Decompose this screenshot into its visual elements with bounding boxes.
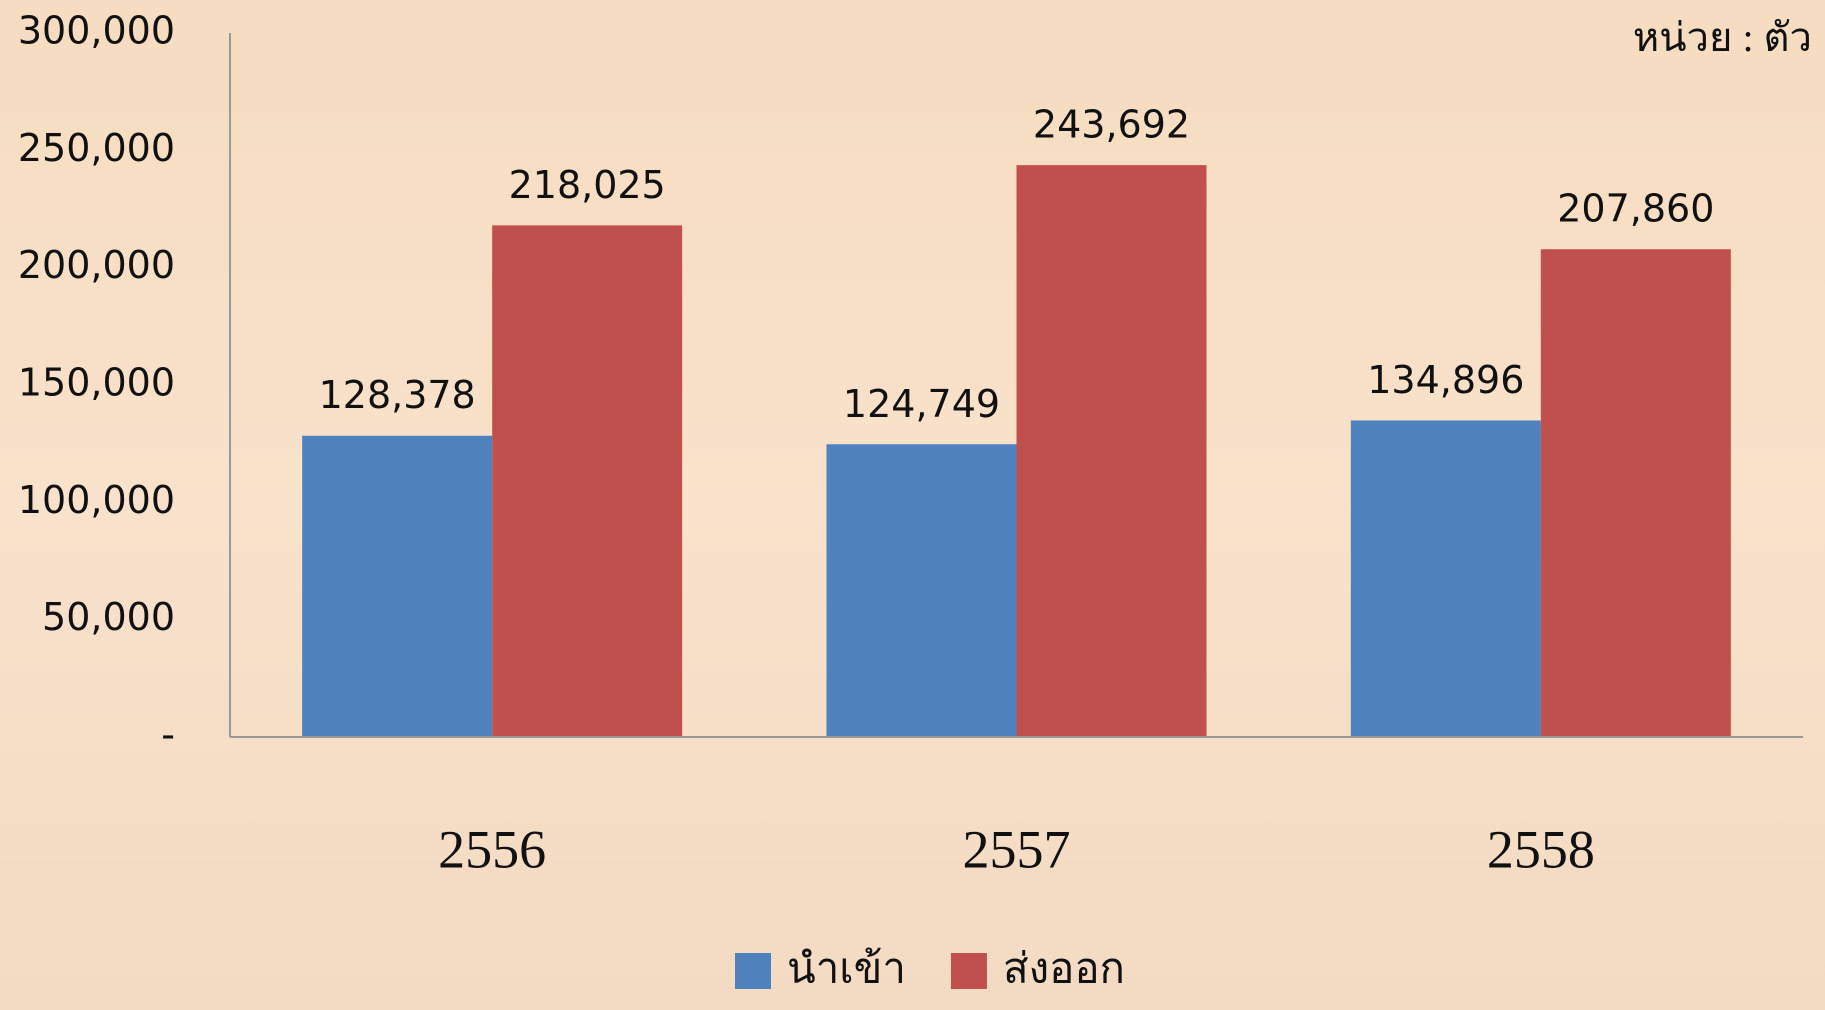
y-tick-label: 50,000 xyxy=(42,595,175,639)
x-tick-label: 2558 xyxy=(1487,819,1595,879)
bar xyxy=(826,444,1017,737)
y-tick-label: 150,000 xyxy=(18,361,175,405)
y-tick-label: 250,000 xyxy=(18,126,175,170)
y-tick-label: 200,000 xyxy=(18,243,175,287)
value-label: 218,025 xyxy=(509,163,666,207)
value-label: 207,860 xyxy=(1557,187,1714,231)
x-tick-label: 2556 xyxy=(438,819,546,879)
y-tick-label: 300,000 xyxy=(18,9,175,53)
bar xyxy=(1540,249,1731,737)
bar xyxy=(492,225,683,738)
value-label: 128,378 xyxy=(319,373,476,417)
y-tick-label: - xyxy=(161,713,175,757)
legend-label: นำเข้า xyxy=(787,947,906,993)
bar xyxy=(1350,420,1541,737)
y-tick-label: 100,000 xyxy=(18,478,175,522)
value-label: 134,896 xyxy=(1367,358,1524,402)
x-tick-label: 2557 xyxy=(963,819,1071,879)
bar xyxy=(1016,165,1207,737)
value-label: 243,692 xyxy=(1033,103,1190,147)
legend-label: ส่งออก xyxy=(1003,947,1125,993)
bar xyxy=(302,435,493,737)
legend-swatch xyxy=(950,953,987,989)
unit-note: หน่วย : ตัว xyxy=(1633,15,1812,60)
legend-swatch xyxy=(735,953,771,989)
value-label: 124,749 xyxy=(843,382,1000,426)
